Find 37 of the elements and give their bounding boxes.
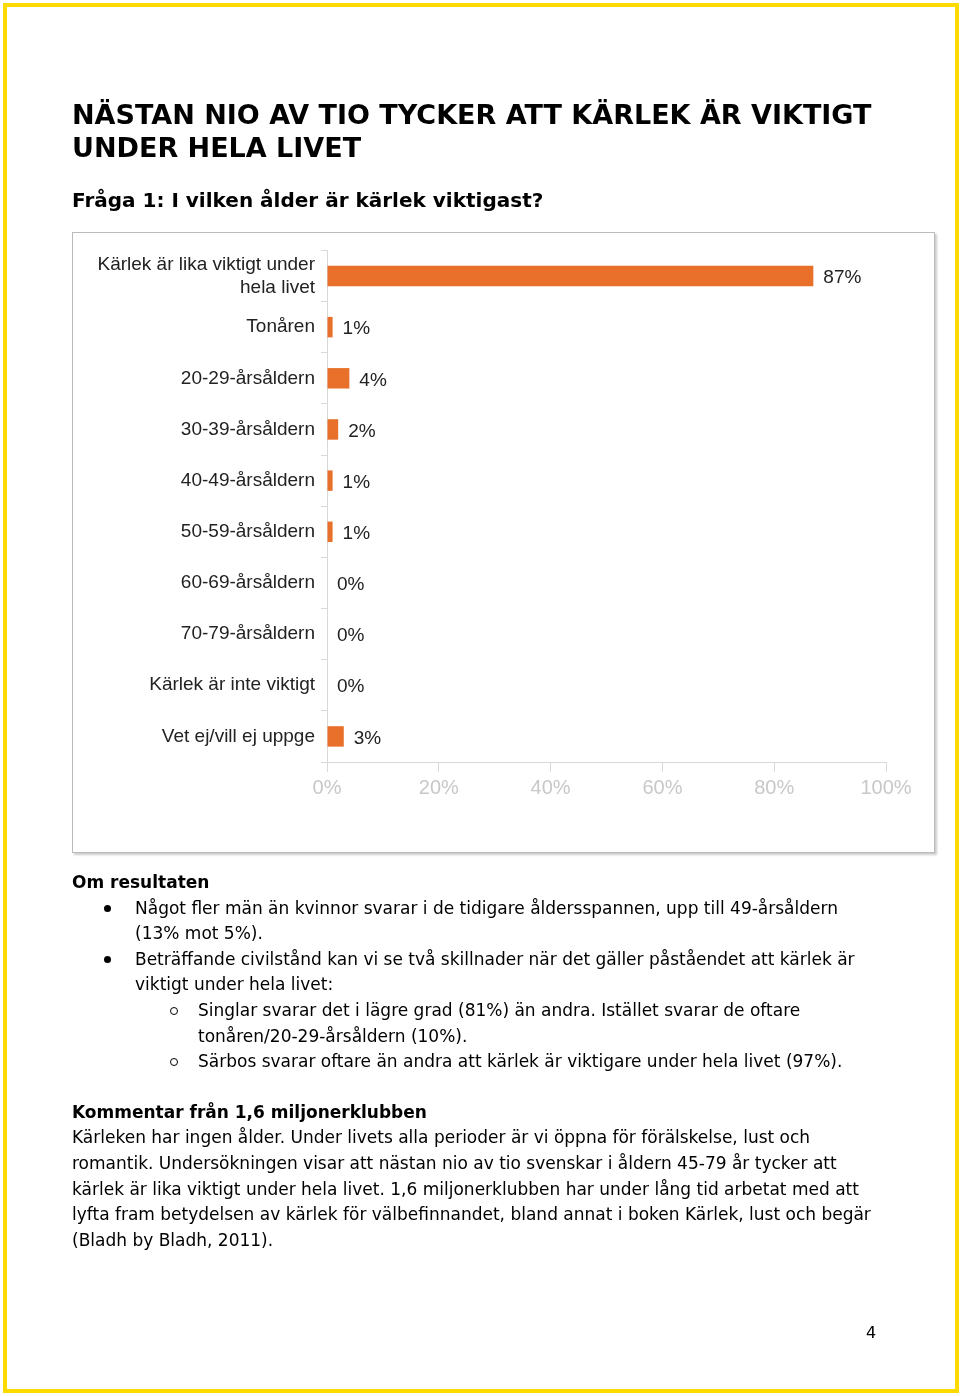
text: Kärleken har ingen ålder. Under livets alla perioder är vi öppna för förälskelse, lust och romantik. Undersökningen visar att nästan nio av tio svenskar i åldern 45-79 år tycker att kärlek är lika viktigt under hela livet. 1,6 miljonerklubben har under lång tid arbetat med att lyfta fram betydelsen av kärlek för välbefinnandet, bland annat i boken Kärlek, lust och begär (Bladh by Bladh, 2011). [72, 1126, 872, 1252]
bar [327, 419, 339, 440]
data-label: 1% [342, 522, 371, 544]
y-tick-label: 40-49-årsåldern [180, 468, 315, 490]
text: Om resultaten [72, 871, 211, 894]
bar [327, 726, 344, 747]
bar [327, 368, 350, 389]
data-label: 4% [359, 368, 387, 390]
chart-title: NÄSTAN NIO AV TIO TYCKER ATT KÄRLEK ÄR VIKTIGT UNDER HELA LIVET [72, 98, 873, 164]
chart-subtitle: Fråga 1: I vilken ålder är kärlek viktigast? [72, 188, 544, 212]
bar [327, 265, 814, 287]
y-tick-label: 30-39-årsåldern [180, 417, 315, 439]
text: Beträffande civilstånd kan vi se två skillnader när det gäller påståendet att kärlek är viktigt under hela livet: [134, 947, 856, 997]
data-label: 0% [337, 675, 365, 697]
text: Singlar svarar det i lägre grad (81%) än andra. Istället svarar de oftare tonåren/20-29-årsåldern (10%). [197, 998, 802, 1048]
bar [327, 470, 333, 491]
data-label: 0% [337, 624, 365, 646]
bar [327, 521, 333, 543]
text: Kommentar från 1,6 miljonerklubben [72, 1100, 428, 1124]
y-tick-label: Tonåren [246, 315, 315, 337]
data-label: 87% [823, 266, 862, 288]
y-tick-label: 20-29-årsåldern [180, 366, 315, 388]
text: Något fler män än kvinnor svarar i de tidigare åldersspannen, upp till 49-årsåldern (13% mot 5%). [134, 896, 839, 946]
y-tick-label: Kärlek är lika viktigt under hela livet [97, 252, 316, 297]
data-label: 3% [353, 726, 382, 748]
y-tick-label: Vet ej/vill ej uppge [161, 724, 315, 746]
data-label: 2% [348, 419, 376, 441]
data-label: 1% [342, 317, 371, 339]
y-tick-label: 60-69-årsåldern [180, 571, 315, 593]
y-tick-label: 50-59-årsåldern [180, 520, 315, 542]
text: 4 [866, 1323, 877, 1342]
data-label: 1% [342, 470, 371, 492]
y-tick-label: Kärlek är inte viktigt [149, 673, 316, 695]
text: Särbos svarar oftare än andra att kärlek är viktigare under hela livet (97%). [197, 1050, 844, 1074]
bar [327, 316, 333, 338]
data-label: 0% [337, 573, 365, 595]
y-tick-label: 70-79-årsåldern [180, 622, 315, 644]
